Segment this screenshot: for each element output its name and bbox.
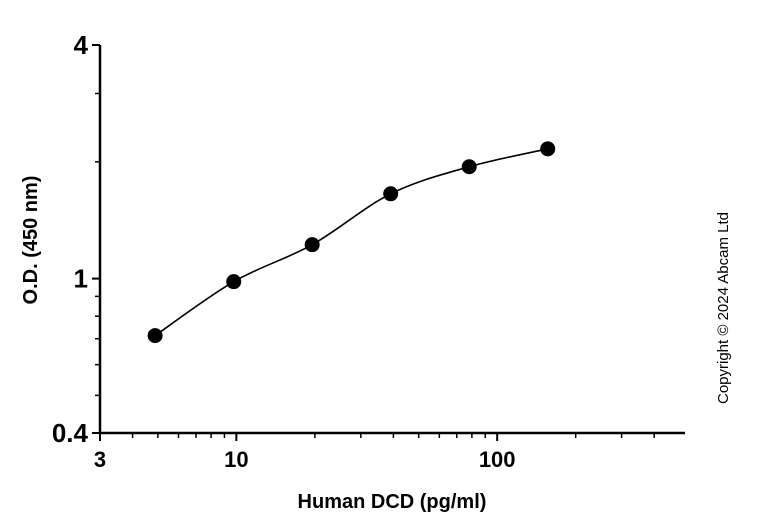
data-points <box>147 141 556 344</box>
data-point <box>461 159 477 175</box>
copyright-text: Copyright © 2024 Abcam Ltd <box>715 212 732 404</box>
y-tick-label: 4 <box>74 30 89 60</box>
y-tick-label: 0.4 <box>52 418 89 448</box>
y-axis-label: O.D. (450 nm) <box>20 176 42 305</box>
axes: 3 10 100 0.4 1 4 <box>52 30 685 472</box>
x-tick-label: 3 <box>94 447 106 472</box>
x-tick-label: 10 <box>224 447 248 472</box>
data-point <box>383 186 399 202</box>
data-point <box>540 141 556 157</box>
x-axis-label: Human DCD (pg/ml) <box>298 491 487 513</box>
y-tick-label: 1 <box>74 264 88 294</box>
fit-curve <box>154 148 548 337</box>
x-tick-label: 100 <box>479 447 516 472</box>
data-point <box>147 328 163 344</box>
data-point <box>304 237 320 253</box>
data-point <box>226 274 242 290</box>
